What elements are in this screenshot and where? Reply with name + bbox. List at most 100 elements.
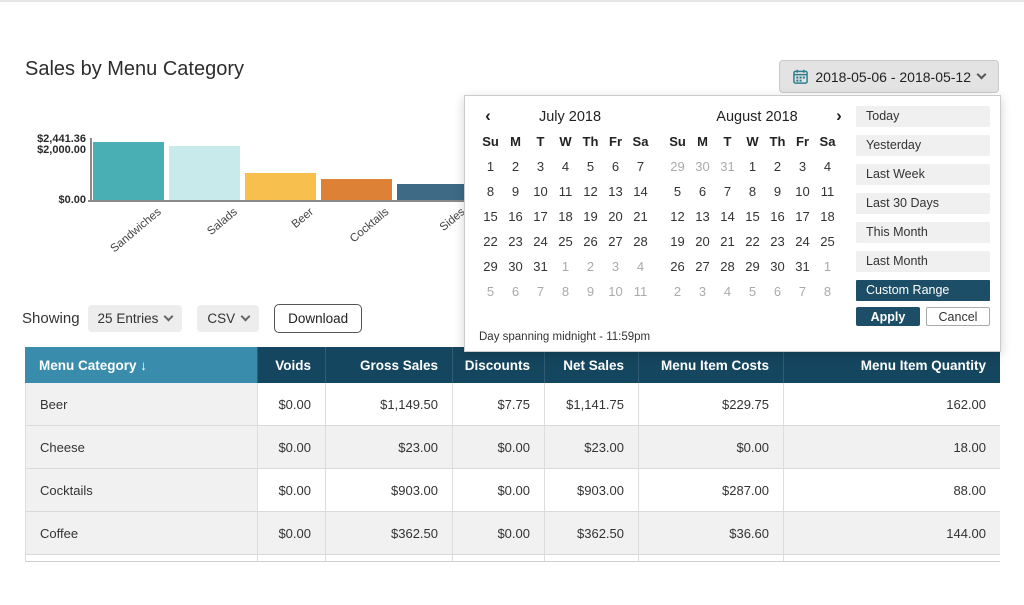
preset-this-month[interactable]: This Month [856,222,990,243]
bar-sandwiches[interactable] [93,142,164,200]
calendar-day[interactable]: 11 [633,284,648,299]
calendar-day[interactable]: 29 [670,159,685,174]
table-row-cheese[interactable]: Cheese $0.00 $23.00 $0.00 $23.00 $0.00 18.00 [25,426,1000,469]
calendar-day[interactable]: 10 [795,184,810,199]
calendar-day[interactable]: 22 [483,234,498,249]
calendar-day[interactable]: 31 [533,259,548,274]
calendar-day[interactable]: 7 [798,284,807,299]
calendar-day[interactable]: 18 [820,209,835,224]
calendar-day[interactable]: 4 [636,259,645,274]
preset-last-week[interactable]: Last Week [856,164,990,185]
preset-custom-range[interactable]: Custom Range [856,280,990,301]
calendar-day[interactable]: 13 [608,184,623,199]
calendar-day[interactable]: 6 [611,159,620,174]
calendar-day[interactable]: 10 [533,184,548,199]
calendar-day[interactable]: 1 [748,159,757,174]
calendar-day[interactable]: 13 [695,209,710,224]
calendar-day[interactable]: 8 [823,284,832,299]
calendar-day[interactable]: 7 [536,284,545,299]
bar-cocktails[interactable] [321,179,392,200]
table-row-cocktails[interactable]: Cocktails $0.00 $903.00 $0.00 $903.00 $287.00… [25,469,1000,512]
calendar-day[interactable]: 12 [583,184,598,199]
calendar-day[interactable]: 5 [586,159,595,174]
calendar-day[interactable]: 7 [636,159,645,174]
calendar-day[interactable]: 28 [720,259,735,274]
calendar-day[interactable]: 7 [723,184,732,199]
calendar-day[interactable]: 8 [561,284,570,299]
calendar-day[interactable]: 16 [770,209,785,224]
calendar-day[interactable]: 16 [508,209,523,224]
calendar-day[interactable]: 5 [486,284,495,299]
calendar-day[interactable]: 2 [773,159,782,174]
calendar-day[interactable]: 1 [823,259,832,274]
calendar-day[interactable]: 14 [720,209,735,224]
calendar-day[interactable]: 28 [633,234,648,249]
previous-month-arrow-icon[interactable]: ‹ [485,106,491,125]
column-header-net-sales[interactable]: Net Sales [544,347,638,383]
calendar-day[interactable]: 3 [536,159,545,174]
calendar-day[interactable]: 6 [511,284,520,299]
bar-salads[interactable] [169,146,240,200]
calendar-day[interactable]: 9 [586,284,595,299]
calendar-day[interactable]: 4 [723,284,732,299]
calendar-day[interactable]: 15 [483,209,498,224]
calendar-day[interactable]: 27 [608,234,623,249]
calendar-day[interactable]: 30 [695,159,710,174]
calendar-day[interactable]: 20 [608,209,623,224]
calendar-day[interactable]: 24 [795,234,810,249]
calendar-day[interactable]: 26 [670,259,685,274]
calendar-day[interactable]: 29 [483,259,498,274]
calendar-day[interactable]: 15 [745,209,760,224]
calendar-day[interactable]: 29 [745,259,760,274]
calendar-day[interactable]: 25 [820,234,835,249]
bar-beer[interactable] [245,173,316,200]
bar-sides[interactable] [397,184,468,200]
calendar-day[interactable]: 18 [558,209,573,224]
calendar-day[interactable]: 26 [583,234,598,249]
apply-button[interactable]: Apply [856,307,920,326]
calendar-day[interactable]: 4 [823,159,832,174]
cancel-button[interactable]: Cancel [926,307,990,326]
preset-last-30-days[interactable]: Last 30 Days [856,193,990,214]
calendar-day[interactable]: 31 [720,159,735,174]
calendar-day[interactable]: 31 [795,259,810,274]
calendar-day[interactable]: 12 [670,209,685,224]
preset-last-month[interactable]: Last Month [856,251,990,272]
calendar-day[interactable]: 9 [773,184,782,199]
calendar-day[interactable]: 14 [633,184,648,199]
calendar-day[interactable]: 23 [508,234,523,249]
calendar-day[interactable]: 11 [558,184,573,199]
table-row-coffee[interactable]: Coffee $0.00 $362.50 $0.00 $362.50 $36.60 144.… [25,512,1000,555]
calendar-day[interactable]: 9 [511,184,520,199]
calendar-day[interactable]: 11 [820,184,835,199]
preset-yesterday[interactable]: Yesterday [856,135,990,156]
calendar-day[interactable]: 6 [698,184,707,199]
calendar-day[interactable]: 21 [633,209,648,224]
calendar-day[interactable]: 30 [508,259,523,274]
calendar-day[interactable]: 19 [583,209,598,224]
calendar-day[interactable]: 2 [586,259,595,274]
entries-select[interactable]: 25 Entries [87,305,183,332]
calendar-day[interactable]: 3 [698,284,707,299]
calendar-day[interactable]: 2 [511,159,520,174]
calendar-day[interactable]: 17 [533,209,548,224]
download-button[interactable]: Download [274,304,363,333]
calendar-day[interactable]: 17 [795,209,810,224]
calendar-day[interactable]: 8 [486,184,495,199]
calendar-day[interactable]: 27 [695,259,710,274]
calendar-day[interactable]: 5 [673,184,682,199]
column-header-gross-sales[interactable]: Gross Sales [325,347,452,383]
date-range-button[interactable]: 2018-05-06 - 2018-05-12 [779,60,999,93]
calendar-day[interactable]: 4 [561,159,570,174]
calendar-day[interactable]: 19 [670,234,685,249]
column-header-voids[interactable]: Voids [257,347,325,383]
calendar-day[interactable]: 20 [695,234,710,249]
column-header-menu-category[interactable]: Menu Category ↓ [25,347,257,383]
calendar-day[interactable]: 1 [561,259,570,274]
calendar-day[interactable]: 24 [533,234,548,249]
calendar-day[interactable]: 1 [486,159,495,174]
calendar-day[interactable]: 8 [748,184,757,199]
calendar-day[interactable]: 6 [773,284,782,299]
calendar-day[interactable]: 25 [558,234,573,249]
calendar-day[interactable]: 3 [798,159,807,174]
